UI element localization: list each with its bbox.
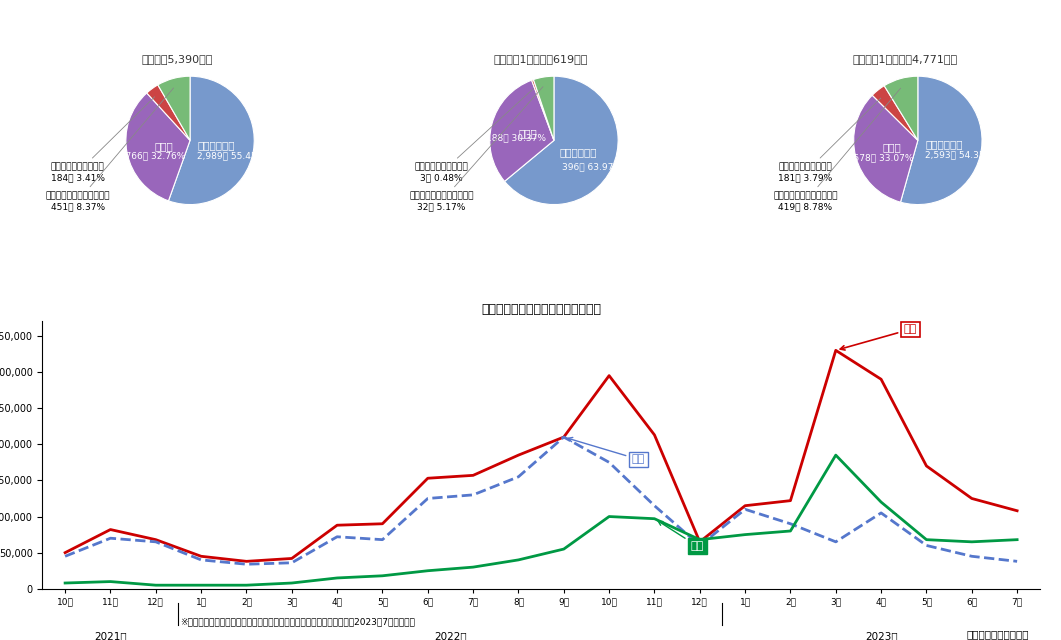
Wedge shape — [532, 79, 554, 140]
Wedge shape — [146, 85, 190, 140]
Text: 個人: 個人 — [658, 521, 703, 551]
Text: 取引価格を引き下げる
184社 3.41%: 取引価格を引き下げる 184社 3.41% — [51, 97, 155, 182]
Wedge shape — [169, 76, 255, 205]
Wedge shape — [872, 86, 918, 140]
Text: ※全体の件数は、人格のない社団等の登録数を含む。国税庁公表データ2023年7月末日現在: ※全体の件数は、人格のない社団等の登録数を含む。国税庁公表データ2023年7月末… — [180, 617, 415, 626]
Wedge shape — [505, 76, 619, 205]
Wedge shape — [534, 76, 554, 140]
Text: 1,578社 33.07%: 1,578社 33.07% — [846, 154, 914, 163]
Text: 2,593社 54.35%: 2,593社 54.35% — [925, 150, 993, 159]
Text: 396社 63.97%: 396社 63.97% — [561, 162, 622, 171]
Text: 取引価格を引き下げる
181社 3.79%: 取引価格を引き下げる 181社 3.79% — [779, 98, 881, 182]
Text: 2021年: 2021年 — [94, 630, 126, 640]
Text: 東京商エリサーチ調べ: 東京商エリサーチ調べ — [967, 628, 1029, 639]
Text: 免税事業者とは取引しない
32社 5.17%: 免税事業者とは取引しない 32社 5.17% — [410, 87, 543, 211]
Wedge shape — [126, 93, 190, 201]
Wedge shape — [158, 76, 190, 140]
Text: 免税事業者とは取引しない
419社 8.78%: 免税事業者とは取引しない 419社 8.78% — [773, 88, 901, 211]
Text: 2023年: 2023年 — [865, 630, 898, 640]
Title: インボイス制度登録件数　月次推移: インボイス制度登録件数 月次推移 — [481, 303, 602, 316]
Text: 2022年: 2022年 — [434, 630, 467, 640]
Title: （全企業5,390社）: （全企業5,390社） — [141, 54, 213, 65]
Text: 法人: 法人 — [568, 437, 645, 465]
Text: これまで通り: これまで通り — [559, 147, 597, 157]
Text: 2,989社 55.45%: 2,989社 55.45% — [197, 151, 265, 161]
Text: これまで通り: これまで通り — [197, 140, 236, 150]
Text: 検討中: 検討中 — [519, 129, 537, 138]
Text: 1,766社 32.76%: 1,766社 32.76% — [117, 152, 186, 161]
Text: 検討中: 検討中 — [883, 142, 901, 152]
Text: これまで通り: これまで通り — [926, 139, 963, 149]
Title: （資本金1億円以上619社）: （資本金1億円以上619社） — [494, 54, 588, 65]
Text: 188社 30.37%: 188社 30.37% — [486, 133, 545, 142]
Text: 全体: 全体 — [840, 324, 917, 350]
Text: 取引価格を引き下げる
3社 0.48%: 取引価格を引き下げる 3社 0.48% — [415, 89, 533, 182]
Wedge shape — [490, 80, 554, 181]
Text: 検討中: 検討中 — [154, 141, 173, 150]
Text: 免税事業者とは取引しない
451社 8.37%: 免税事業者とは取引しない 451社 8.37% — [46, 88, 174, 211]
Wedge shape — [884, 76, 918, 140]
Wedge shape — [901, 76, 982, 205]
Wedge shape — [854, 95, 918, 202]
Title: （資本金1億円未満4,771社）: （資本金1億円未満4,771社） — [852, 54, 958, 65]
